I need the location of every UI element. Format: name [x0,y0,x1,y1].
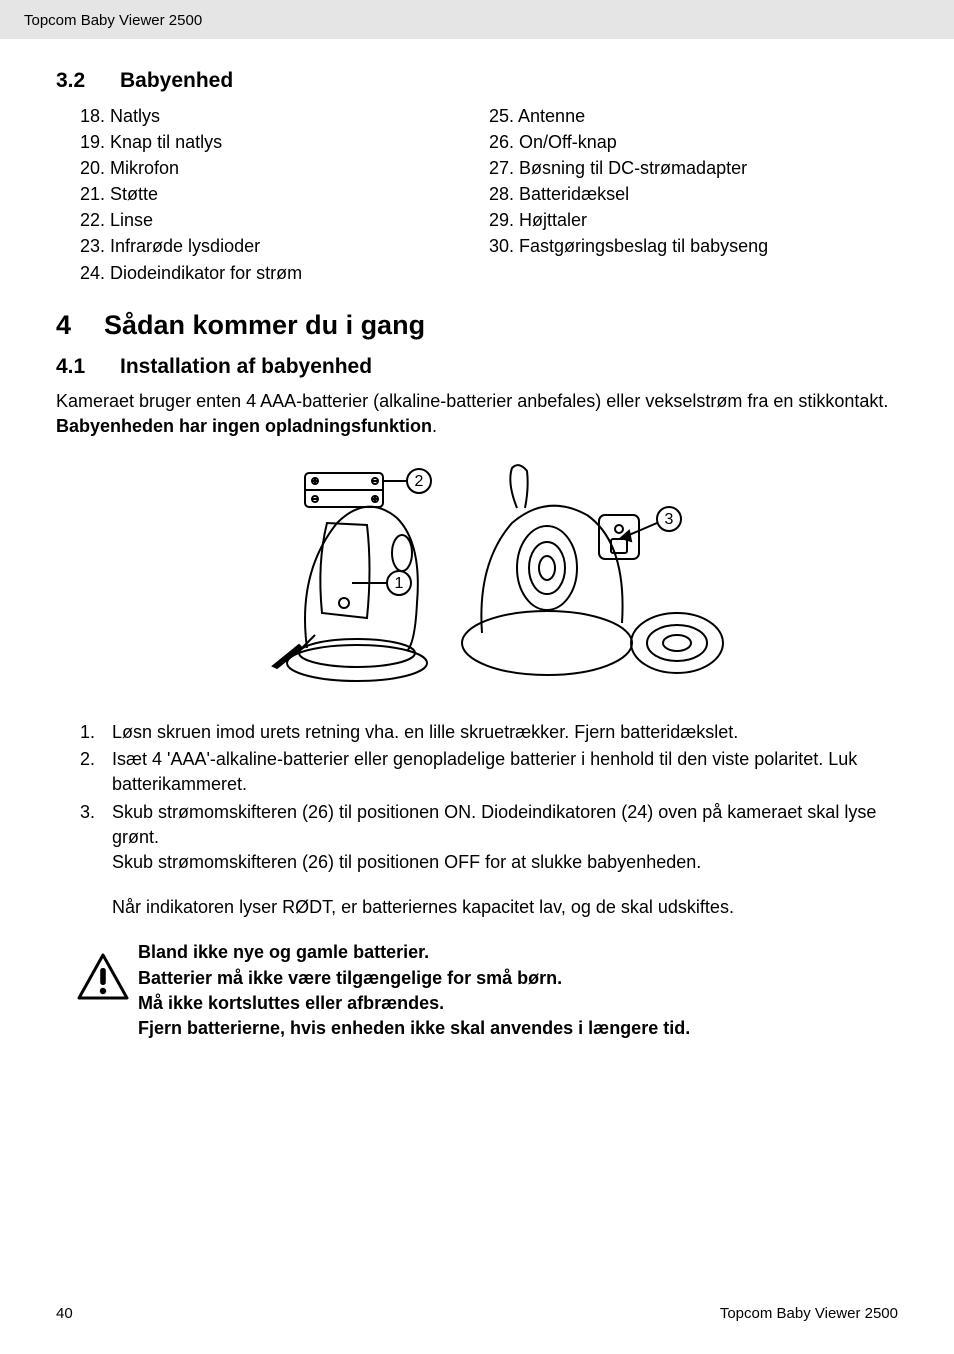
list-item-number: 23. [80,236,110,256]
list-item-text: Natlys [110,106,160,126]
list-item-text: Batteridæksel [519,184,629,204]
page-content: 3.2 Babyenhed 18. Natlys19. Knap til nat… [0,39,954,1041]
list-item-text: Mikrofon [110,158,179,178]
list-item-text: Linse [110,210,153,230]
list-item: 19. Knap til natlys [80,129,489,155]
red-indicator-note: Når indikatoren lyser RØDT, er batterier… [112,895,898,920]
list-item-number: 18. [80,106,110,126]
section-title: Babyenhed [120,69,233,93]
list-item-number: 29. [489,210,519,230]
list-item: 25. Antenne [489,103,898,129]
list-item-number: 28. [489,184,519,204]
section-number: 4 [56,310,104,341]
section-4-1-heading: 4.1 Installation af babyenhed [56,355,898,379]
step-item: 2.Isæt 4 'AAA'-alkaline-batterier eller … [80,747,898,797]
callout-1: 1 [395,575,404,592]
list-item: 27. Bøsning til DC-strømadapter [489,155,898,181]
section-title: Sådan kommer du i gang [104,310,425,341]
warning-block: Bland ikke nye og gamle batterier. Batter… [76,940,898,1041]
list-item-number: 25. [489,106,518,126]
list-item-text: On/Off-knap [519,132,617,152]
footer-product-name: Topcom Baby Viewer 2500 [720,1305,898,1322]
warning-icon [76,940,138,1007]
warning-line: Bland ikke nye og gamle batterier. [138,942,429,962]
step-number: 2. [80,747,112,797]
section-4-heading: 4 Sådan kommer du i gang [56,310,898,341]
intro-text-a: Kameraet bruger enten 4 AAA-batterier (a… [56,391,888,411]
warning-line: Fjern batterierne, hvis enheden ikke ska… [138,1018,690,1038]
section-number: 3.2 [56,69,120,93]
list-item: 23. Infrarøde lysdioder [80,233,489,259]
list-item-number: 26. [489,132,519,152]
list-item: 30. Fastgøringsbeslag til babyseng [489,233,898,259]
list-item: 22. Linse [80,207,489,233]
step-number: 3. [80,800,112,876]
list-item-text: Fastgøringsbeslag til babyseng [519,236,768,256]
list-item: 20. Mikrofon [80,155,489,181]
warning-line: Må ikke kortsluttes eller afbrændes. [138,993,444,1013]
step-number: 1. [80,720,112,745]
step-item: 3.Skub strømomskifteren (26) til positio… [80,800,898,876]
warning-line: Batterier må ikke være tilgængelige for … [138,968,562,988]
header-bar: Topcom Baby Viewer 2500 [0,0,954,39]
intro-text-b: Babyenheden har ingen opladningsfunktion [56,416,432,436]
list-item: 28. Batteridæksel [489,181,898,207]
callout-2: 2 [415,473,424,490]
header-text: Topcom Baby Viewer 2500 [24,12,202,29]
list-item-text: Knap til natlys [110,132,222,152]
step-text: Skub strømomskifteren (26) til positione… [112,800,898,876]
list-item: 24. Diodeindikator for strøm [80,260,489,286]
list-item-number: 27. [489,158,519,178]
list-item-text: Infrarøde lysdioder [110,236,260,256]
step-text: Isæt 4 'AAA'-alkaline-batterier eller ge… [112,747,898,797]
list-item-number: 19. [80,132,110,152]
section-3-2-heading: 3.2 Babyenhed [56,69,898,93]
list-item-number: 20. [80,158,110,178]
list-item-text: Bøsning til DC-strømadapter [519,158,747,178]
feature-list-left: 18. Natlys19. Knap til natlys20. Mikrofo… [80,103,489,286]
section-title: Installation af babyenhed [120,355,372,379]
list-item-text: Højttaler [519,210,587,230]
intro-paragraph: Kameraet bruger enten 4 AAA-batterier (a… [56,389,898,439]
section-number: 4.1 [56,355,120,379]
step-item: 1.Løsn skruen imod urets retning vha. en… [80,720,898,745]
intro-text-c: . [432,416,437,436]
list-item-number: 30. [489,236,519,256]
feature-list-columns: 18. Natlys19. Knap til natlys20. Mikrofo… [80,103,898,286]
callout-3: 3 [665,511,674,528]
warning-text: Bland ikke nye og gamle batterier. Batter… [138,940,690,1041]
footer-page-number: 40 [56,1305,73,1322]
list-item-text: Støtte [110,184,158,204]
list-item-text: Antenne [518,106,585,126]
camera-diagram-svg: 1 2 3 [207,453,747,693]
list-item: 26. On/Off-knap [489,129,898,155]
list-item-text: Diodeindikator for strøm [110,263,302,283]
camera-diagram: 1 2 3 [56,453,898,698]
feature-list-right: 25. Antenne26. On/Off-knap27. Bøsning ti… [489,103,898,286]
list-item-number: 21. [80,184,110,204]
page-footer: 40 Topcom Baby Viewer 2500 [56,1305,898,1322]
list-item: 29. Højttaler [489,207,898,233]
list-item: 21. Støtte [80,181,489,207]
step-text: Løsn skruen imod urets retning vha. en l… [112,720,898,745]
list-item-number: 22. [80,210,110,230]
list-item: 18. Natlys [80,103,489,129]
list-item-number: 24. [80,263,110,283]
step-list: 1.Løsn skruen imod urets retning vha. en… [56,720,898,875]
